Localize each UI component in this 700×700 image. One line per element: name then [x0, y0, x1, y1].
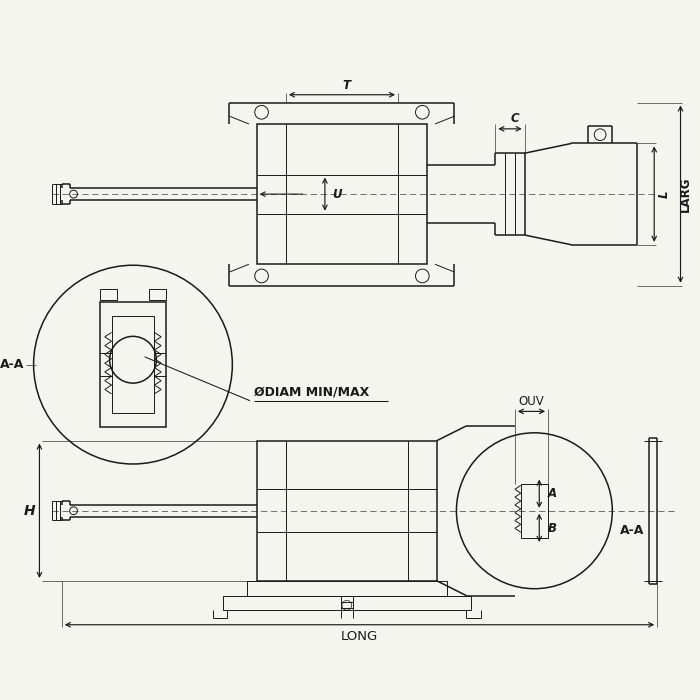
Bar	[257, 440, 437, 581]
Text: H: H	[24, 504, 36, 518]
Text: U: U	[332, 188, 342, 201]
Bar	[100, 288, 118, 300]
Text: L: L	[657, 190, 671, 198]
Bar	[111, 316, 155, 413]
Text: A: A	[547, 486, 556, 500]
Bar	[247, 581, 447, 596]
Text: A-A: A-A	[0, 358, 24, 371]
Bar	[257, 124, 427, 265]
Text: B: B	[547, 522, 556, 535]
Bar	[100, 302, 166, 427]
Text: C: C	[510, 111, 519, 125]
Text: ØDIAM MIN/MAX: ØDIAM MIN/MAX	[254, 386, 369, 399]
Text: LARG: LARG	[679, 176, 692, 212]
Text: T: T	[343, 80, 351, 92]
Text: OUV: OUV	[519, 395, 545, 408]
Bar	[521, 484, 548, 538]
Bar	[223, 596, 471, 610]
Text: A-A: A-A	[620, 524, 645, 537]
Text: LONG: LONG	[341, 630, 378, 643]
Bar	[148, 288, 166, 300]
